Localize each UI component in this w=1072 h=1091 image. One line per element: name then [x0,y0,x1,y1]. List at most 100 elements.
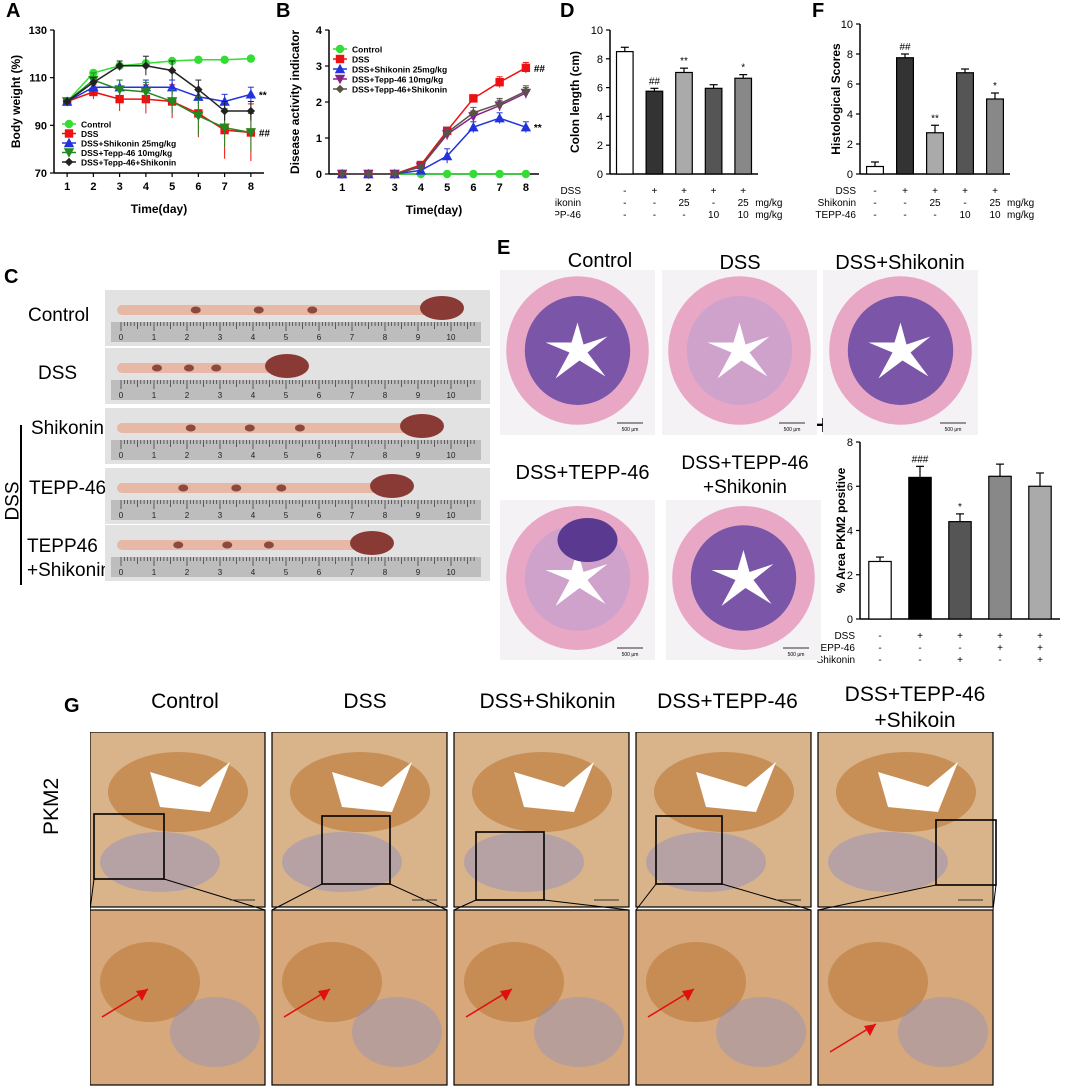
ihc-caption-control: Control [151,690,219,713]
ihc-submucosa [100,832,220,892]
bar [704,87,723,175]
legend-label: DSS+Tepp-46 10mg/kg [81,148,172,158]
fecal-pellet [231,484,242,492]
y-tick-label: 0 [847,169,853,181]
ruler-number: 2 [185,568,190,577]
x-tick-label: 4 [143,181,150,193]
treatment-value: + [997,643,1003,654]
ihc-lumen [696,762,776,812]
treatment-value: + [932,186,938,197]
ruler-number: 7 [350,451,355,460]
legend-label: DSS+Tepp-46 10mg/kg [352,75,443,85]
y-tick-label: 70 [35,168,47,180]
treatment-unit: mg/kg [1007,198,1034,209]
colon-row-label-control: Control [28,305,90,326]
treatment-row-label: Shikonin [555,198,581,209]
treatment-value: 10 [989,210,1001,221]
scale-bar-label: 500 μm [622,652,639,658]
data-point [114,85,125,95]
ihc-zoom-stroma [898,997,988,1067]
x-tick-label: 8 [523,182,529,194]
treatment-value: - [878,631,881,642]
treatment-value: - [958,643,961,654]
data-point [521,169,531,179]
treatment-value: - [873,210,876,221]
ruler-number: 5 [284,568,289,577]
zoom-box [935,819,997,886]
x-tick-label: 2 [90,181,96,193]
ruler-number: 10 [447,568,456,577]
y-tick-label: 0 [316,169,322,181]
y-tick-label: 4 [847,109,853,121]
y-tick-label: 130 [29,25,47,37]
treatment-value: - [623,198,626,209]
x-axis-title: Time(day) [131,202,187,216]
ihc-submucosa [282,832,402,892]
colon-row-label-combo: TEPP46 +Shikonin [27,536,111,581]
significance-mark: ## [259,128,271,139]
panel-label-d: D [560,0,575,22]
significance-mark: ** [680,56,688,67]
arrow-head [682,989,694,1001]
ruler-number: 6 [317,391,322,400]
treatment-value: + [651,186,657,197]
treatment-value: + [711,186,717,197]
ruler-number: 6 [317,451,322,460]
treatment-row-label: Shikonin [817,655,855,666]
ruler-number: 9 [416,511,421,520]
data-point [495,169,504,179]
bar [895,57,914,175]
ruler-number: 6 [317,333,322,342]
ruler-number: 9 [416,568,421,577]
series-line [66,91,251,134]
treatment-value: + [957,655,963,666]
treatment-value: - [963,198,966,209]
treatment-value: + [992,186,998,197]
significance-mark: ## [649,76,661,87]
ruler-number: 3 [218,568,223,577]
y-tick-label: 6 [847,79,853,91]
zoom-line [389,883,448,911]
data-point [520,122,532,132]
x-tick-label: 3 [392,182,398,194]
ruler-number: 2 [185,511,190,520]
colon-row-label-dss: DSS [38,363,78,384]
treatment-value: + [1037,643,1043,654]
legend-label: DSS+Tepp-46+Shikonin [352,85,447,95]
treatment-value: 25 [929,198,941,209]
ihc-zoom-stain [100,942,200,1022]
panel-c-colon-photos: Control DSS Shikonin TEPP-46 TEPP46 +Shi… [0,285,500,595]
ruler-number: 1 [152,391,157,400]
ihc-submucosa [464,832,584,892]
data-point [166,97,178,107]
ihc-lumen [514,762,594,812]
treatment-value: - [933,210,936,221]
ruler-number: 8 [383,391,388,400]
ruler-number: 9 [416,333,421,342]
ruler-number: 0 [119,568,124,577]
y-tick-label: 4 [847,526,853,538]
data-point [521,87,531,96]
ruler-number: 6 [317,568,322,577]
he-caption-shikonin: DSS+Shikonin [835,252,965,274]
legend-marker [64,129,74,138]
legend-marker [63,137,75,148]
ruler-number: 5 [284,511,289,520]
fecal-pellet [184,364,194,372]
data-point [115,61,124,70]
fecal-pellet [263,541,274,549]
treatment-value: 10 [738,210,750,221]
data-point [62,97,72,106]
bar [645,90,664,175]
cecum [400,414,444,438]
y-axis-title: Body weight (%) [9,55,23,148]
colon-row-label-tepp46: TEPP-46 [29,478,107,499]
legend-marker [335,54,345,64]
ihc-zoom-stroma [534,997,624,1067]
y-tick-label: 2 [847,570,853,582]
y-tick-label: 8 [597,54,603,66]
colon-tissue [117,483,382,493]
ihc-zoom-stain [828,942,928,1022]
y-tick-label: 6 [597,83,603,95]
